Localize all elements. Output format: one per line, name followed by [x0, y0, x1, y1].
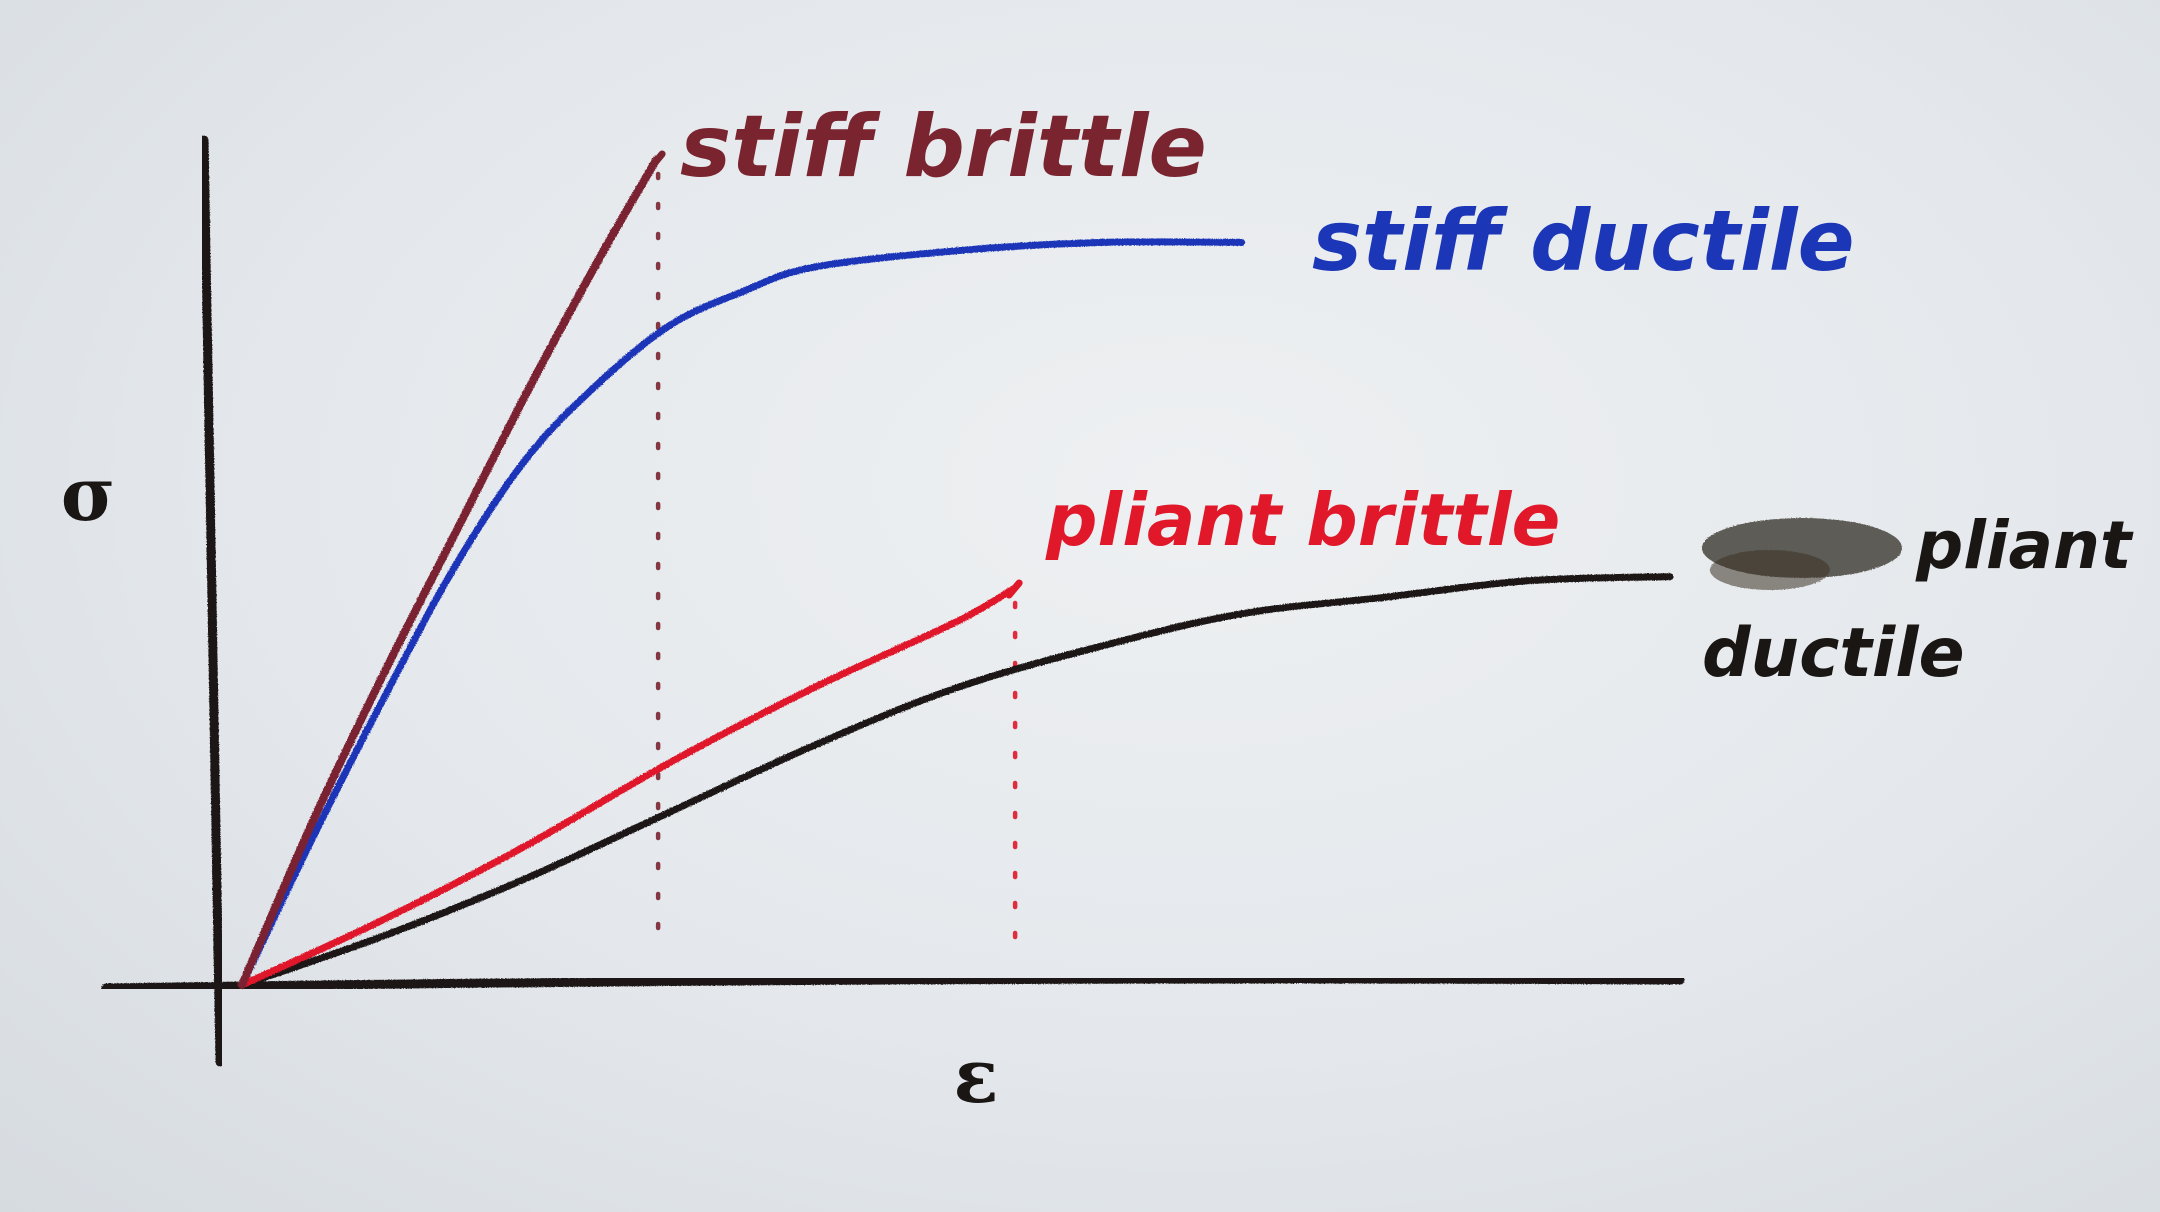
scribble-marks — [1702, 518, 1902, 590]
annotation-ductile: ductile — [1702, 614, 1965, 693]
x-axis-line — [101, 974, 1685, 993]
annotation-pliant: pliant — [1915, 507, 2134, 584]
scribble-mark-smudge — [1710, 550, 1830, 590]
series-line-stiff-brittle — [238, 156, 661, 989]
series-line-stiff-ductile — [238, 238, 1246, 989]
axes — [101, 135, 1685, 1067]
y-axis-label: σ — [61, 452, 116, 538]
fracture-tip-stiff-brittle — [648, 150, 666, 170]
series-line-pliant-brittle — [238, 585, 1017, 989]
annotation-stiff-ductile: stiff ductile — [1312, 192, 1855, 290]
annotation-pliant-brittle: pliant brittle — [1045, 478, 1560, 562]
y-axis-line — [199, 135, 225, 1067]
annotation-stiff-brittle: stiff brittle — [680, 97, 1207, 197]
series-lines — [238, 150, 1674, 989]
series-line-pliant-ductile — [238, 573, 1674, 989]
x-axis-label: ε — [954, 1034, 999, 1120]
fracture-markers — [655, 171, 1018, 940]
fracture-tip-pliant-brittle — [1005, 579, 1023, 599]
